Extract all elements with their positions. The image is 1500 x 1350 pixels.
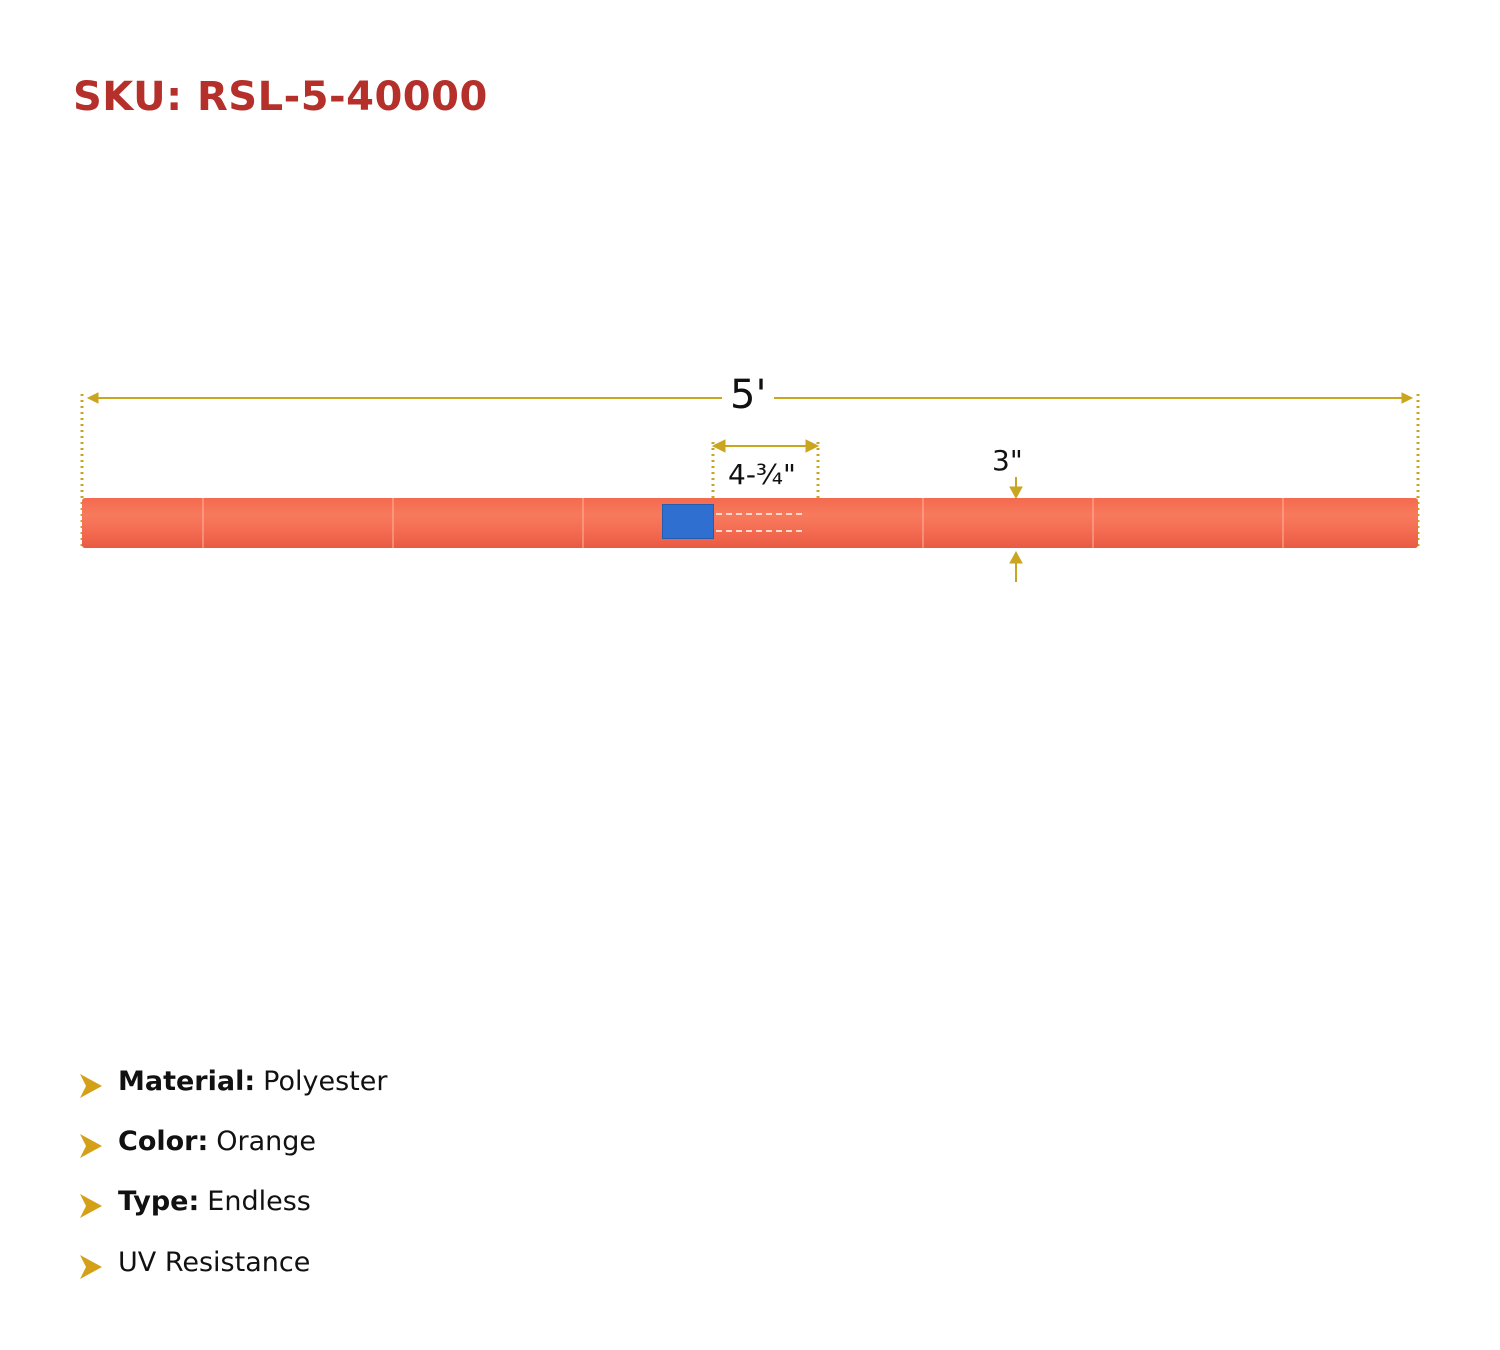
sling-tag [662, 504, 714, 539]
diameter-label: 3" [992, 444, 1023, 477]
stitching [716, 530, 802, 532]
chevron-right-icon [80, 1255, 102, 1279]
spec-item-uv: UV Resistance [80, 1245, 310, 1279]
chevron-right-icon [80, 1074, 102, 1098]
spec-item-type: Type: Endless [80, 1184, 311, 1218]
spec-label: Type: [118, 1185, 200, 1217]
spec-item-color: Color: Orange [80, 1124, 316, 1158]
tag-width-label: 4-¾" [728, 458, 796, 491]
arrow-left-icon [711, 439, 726, 453]
spec-value: UV Resistance [118, 1246, 311, 1278]
spec-item-material: Material: Polyester [80, 1064, 387, 1098]
round-sling-image [82, 498, 1418, 548]
chevron-right-icon [80, 1134, 102, 1158]
sku-title: SKU: RSL-5-40000 [73, 74, 488, 120]
length-label: 5' [722, 372, 775, 418]
spec-value: Polyester [263, 1065, 388, 1097]
arrow-right-icon [1401, 392, 1414, 404]
spec-value: Orange [216, 1125, 317, 1157]
chevron-right-icon [80, 1194, 102, 1218]
arrow-left-icon [86, 392, 99, 404]
spec-value: Endless [207, 1185, 311, 1217]
arrow-right-icon [805, 439, 820, 453]
spec-label: Material: [118, 1065, 256, 1097]
arrow-up-icon [1009, 550, 1023, 564]
spec-label: Color: [118, 1125, 209, 1157]
arrow-down-icon [1009, 486, 1023, 500]
stitching [716, 513, 802, 515]
